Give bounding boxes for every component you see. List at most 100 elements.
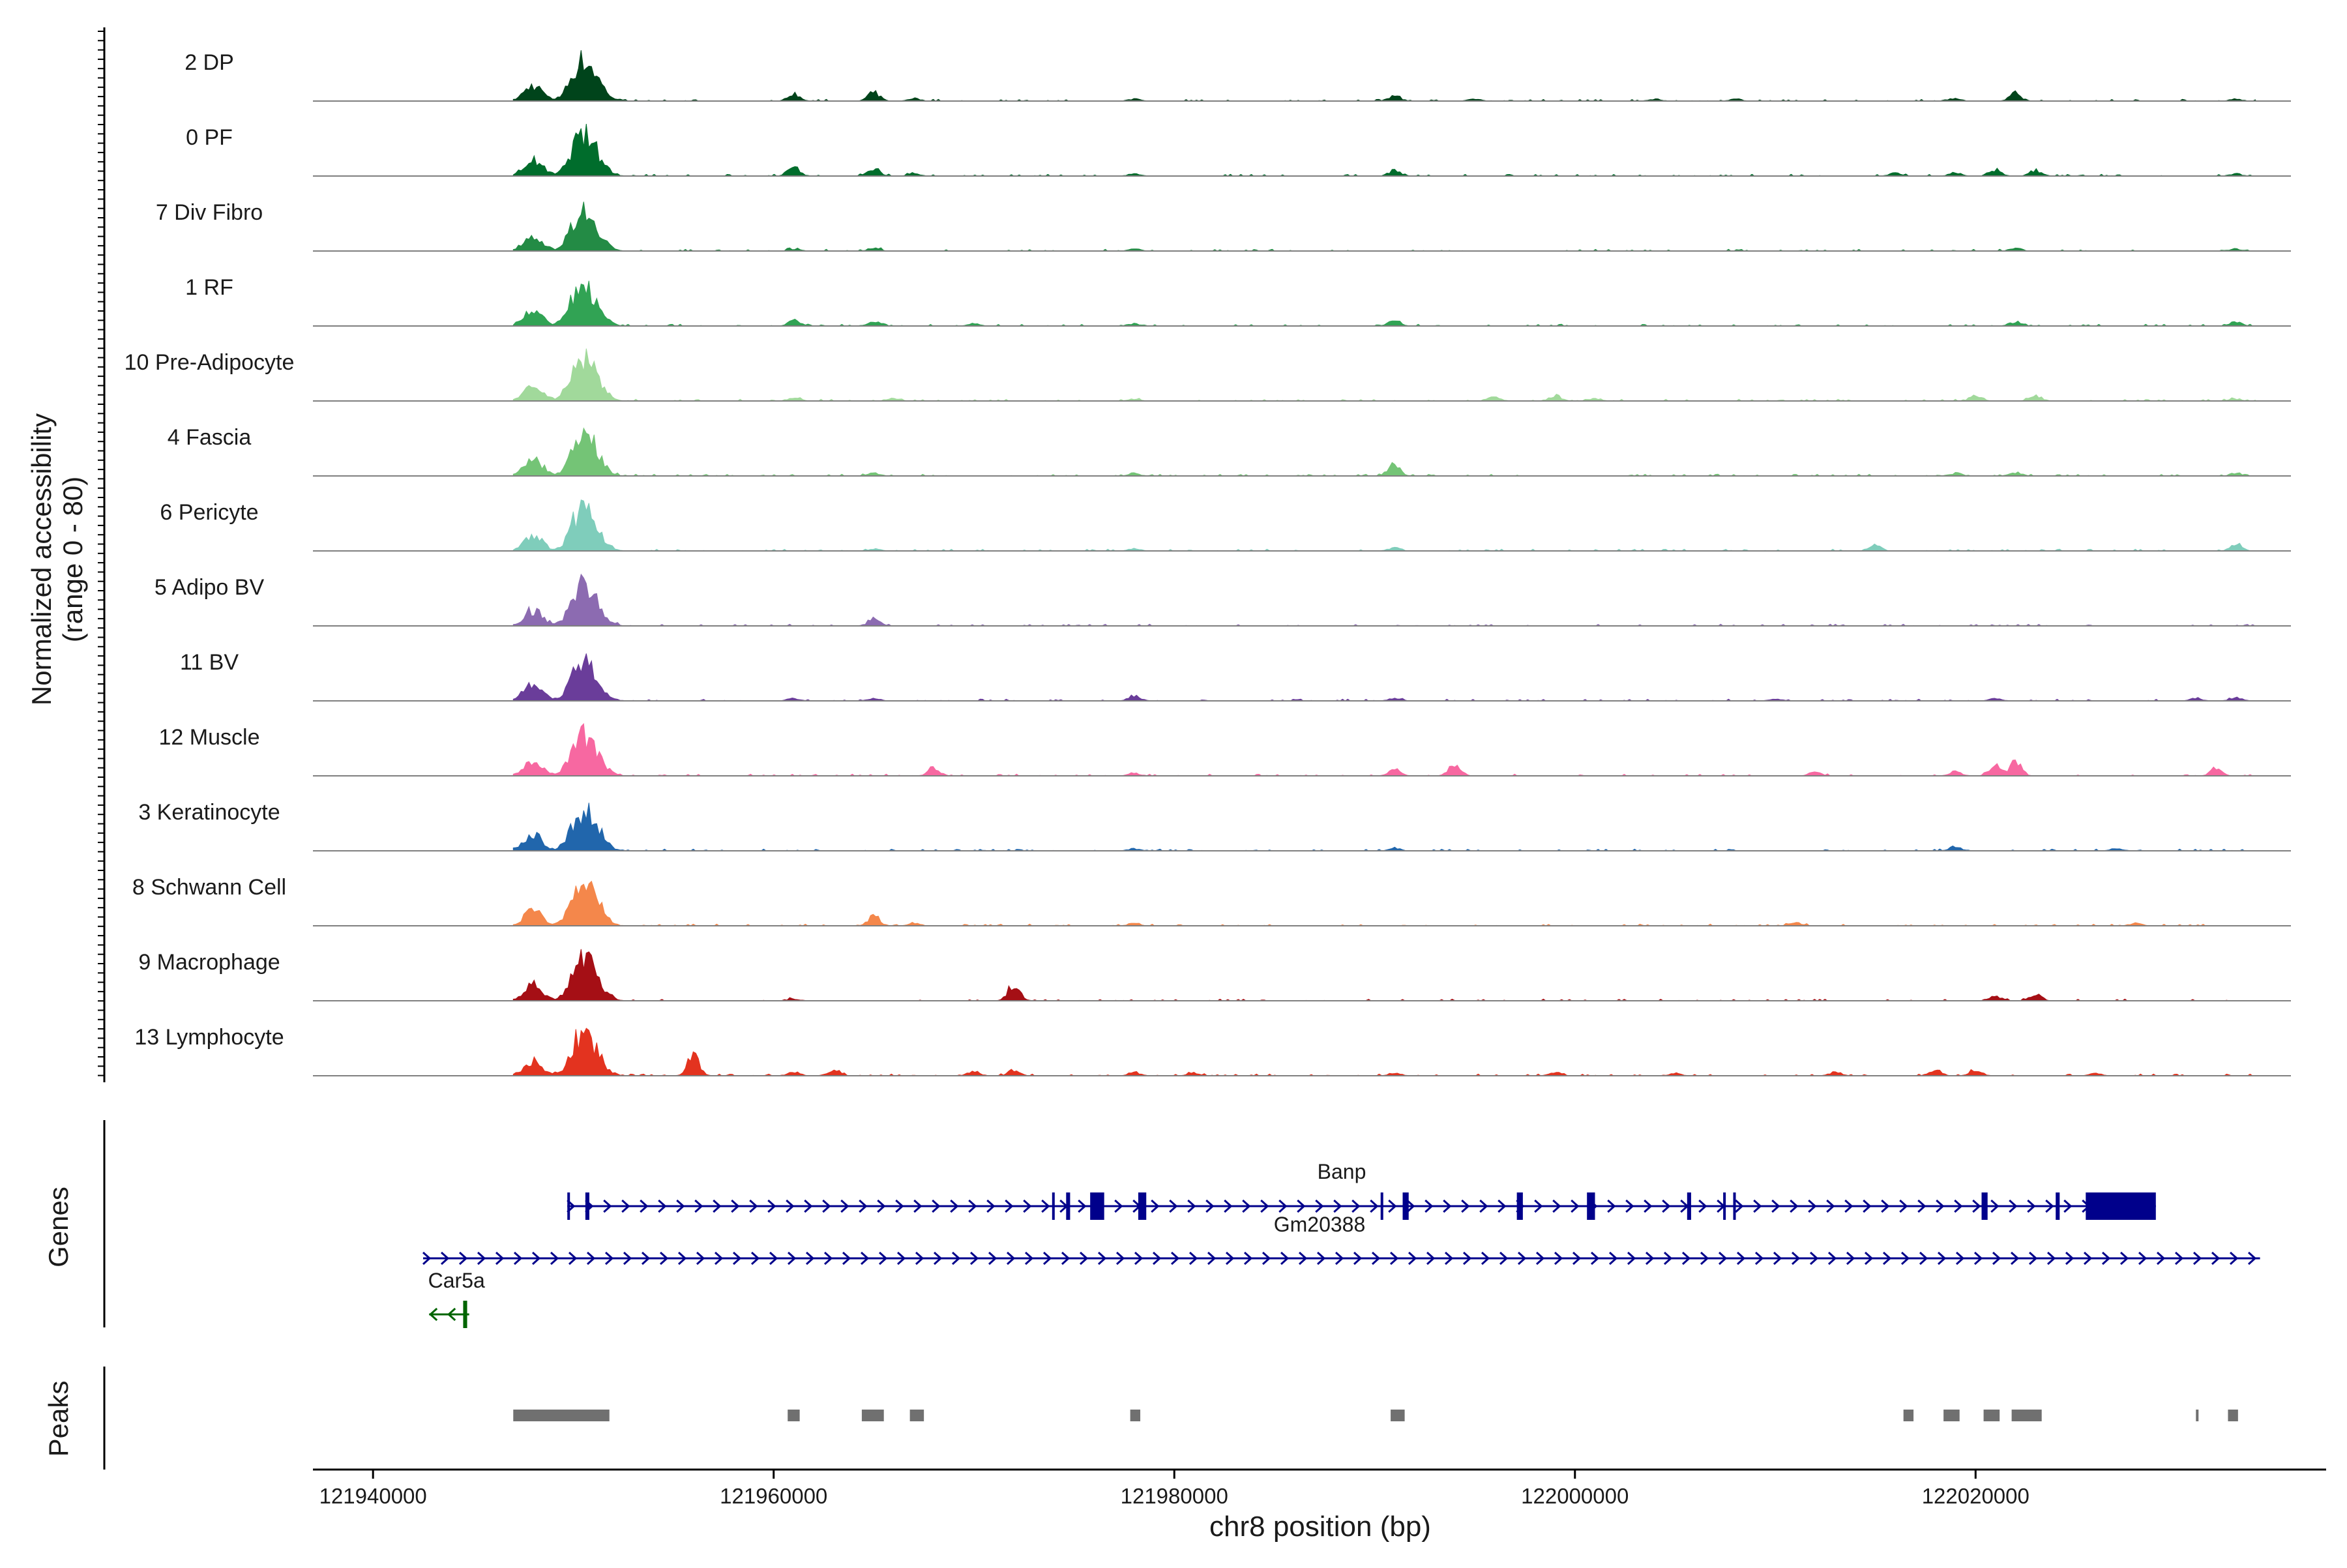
strand-chevron <box>1389 1251 1399 1265</box>
strand-chevron <box>440 1251 450 1265</box>
strand-chevron <box>895 1199 904 1213</box>
strand-chevron <box>550 1251 559 1265</box>
peaks-panel-label: Peaks <box>43 1381 74 1457</box>
strand-chevron <box>1023 1199 1032 1213</box>
strand-chevron <box>1370 1199 1379 1213</box>
strand-chevron <box>1808 1199 1817 1213</box>
strand-chevron <box>495 1251 505 1265</box>
strand-chevron <box>1826 1199 1835 1213</box>
track-12-muscle: 12 Muscle <box>159 722 2291 777</box>
exon <box>463 1301 467 1328</box>
strand-chevron <box>1424 1199 1434 1213</box>
exon <box>1723 1192 1726 1220</box>
coverage-area <box>512 499 2256 552</box>
strand-chevron <box>2174 1251 2184 1265</box>
strand-chevron <box>932 1199 941 1213</box>
strand-chevron <box>823 1251 833 1265</box>
gene-annotations: Banp Gm20388 Car5a <box>422 1160 2260 1328</box>
x-tick-label: 121960000 <box>720 1484 827 1508</box>
track-label: 6 Pericyte <box>160 500 258 525</box>
strand-chevron <box>988 1251 997 1265</box>
strand-chevron <box>531 1251 541 1265</box>
track-label: 8 Schwann Cell <box>132 875 286 900</box>
strand-chevron <box>1663 1251 1673 1265</box>
strand-chevron <box>714 1251 724 1265</box>
strand-chevron <box>1006 1251 1016 1265</box>
peak-region <box>2011 1410 2042 1421</box>
strand-chevron <box>1078 1199 1087 1213</box>
strand-chevron <box>1990 1199 2000 1213</box>
strand-chevron <box>1061 1251 1070 1265</box>
strand-chevron <box>1662 1199 1671 1213</box>
strand-chevron <box>422 1251 432 1265</box>
strand-chevron <box>428 1307 438 1322</box>
strand-chevron <box>1115 1251 1125 1265</box>
strand-chevron <box>968 1199 977 1213</box>
track-7-div-fibro: 7 Div Fibro <box>156 200 2291 252</box>
strand-chevron <box>1607 1199 1616 1213</box>
strand-chevron <box>477 1251 486 1265</box>
strand-chevron <box>896 1251 906 1265</box>
strand-chevron <box>2028 1251 2038 1265</box>
track-13-lymphocyte: 13 Lymphocyte <box>134 1025 2291 1076</box>
strand-chevron <box>713 1199 722 1213</box>
strand-chevron <box>1134 1251 1144 1265</box>
strand-chevron <box>1498 1199 1507 1213</box>
strand-chevron <box>1298 1251 1308 1265</box>
strand-chevron <box>1900 1251 1910 1265</box>
strand-chevron <box>1388 1199 1397 1213</box>
coverage-area <box>512 280 2256 327</box>
exon <box>1733 1192 1736 1220</box>
strand-chevron <box>1461 1199 1470 1213</box>
strand-chevron <box>1919 1251 1928 1265</box>
strand-chevron <box>842 1251 851 1265</box>
exon <box>585 1192 589 1220</box>
strand-chevron <box>878 1251 888 1265</box>
strand-chevron <box>877 1199 886 1213</box>
track-label: 2 DP <box>185 50 234 75</box>
strand-chevron <box>986 1199 996 1213</box>
strand-chevron <box>1955 1251 1965 1265</box>
strand-chevron <box>1535 1251 1545 1265</box>
track-10-pre-adipocyte: 10 Pre-Adipocyte <box>125 348 2291 402</box>
strand-chevron <box>1627 1251 1636 1265</box>
strand-chevron <box>1335 1251 1344 1265</box>
strand-chevron <box>1754 1251 1764 1265</box>
strand-chevron <box>1170 1251 1180 1265</box>
strand-chevron <box>933 1251 943 1265</box>
coverage-area <box>512 880 2256 926</box>
strand-chevron <box>1225 1251 1235 1265</box>
strand-chevron <box>1444 1251 1454 1265</box>
strand-chevron <box>2083 1251 2093 1265</box>
strand-chevron <box>676 1199 685 1213</box>
strand-chevron <box>750 1251 760 1265</box>
strand-chevron <box>1572 1251 1582 1265</box>
exon <box>2056 1192 2060 1220</box>
coverage-tracks: 2 DP 0 PF 7 Div Fibro 1 RF 10 Pre-Adipocyte 4… <box>125 50 2291 1076</box>
track-label: 10 Pre-Adipocyte <box>125 350 295 375</box>
strand-chevron <box>1827 1251 1837 1265</box>
strand-chevron <box>1698 1199 1707 1213</box>
strand-chevron <box>822 1199 831 1213</box>
strand-chevron <box>2009 1199 2018 1213</box>
strand-chevron <box>1882 1251 1892 1265</box>
strand-chevron <box>1079 1251 1089 1265</box>
strand-chevron <box>640 1199 649 1213</box>
strand-chevron <box>769 1251 778 1265</box>
exon <box>1052 1192 1055 1220</box>
strand-chevron <box>1552 1199 1561 1213</box>
track-label: 9 Macrophage <box>138 950 280 975</box>
strand-chevron <box>1260 1199 1269 1213</box>
strand-chevron <box>1024 1251 1034 1265</box>
strand-chevron <box>1736 1251 1746 1265</box>
track-label: 12 Muscle <box>159 725 260 750</box>
strand-chevron <box>1864 1251 1874 1265</box>
gene-gm20388: Gm20388 <box>422 1213 2260 1265</box>
strand-chevron <box>1188 1251 1198 1265</box>
strand-chevron <box>1973 1251 1983 1265</box>
strand-chevron <box>1499 1251 1509 1265</box>
strand-chevron <box>641 1251 651 1265</box>
strand-chevron <box>1262 1251 1271 1265</box>
track-label: 13 Lymphocyte <box>134 1025 284 1050</box>
